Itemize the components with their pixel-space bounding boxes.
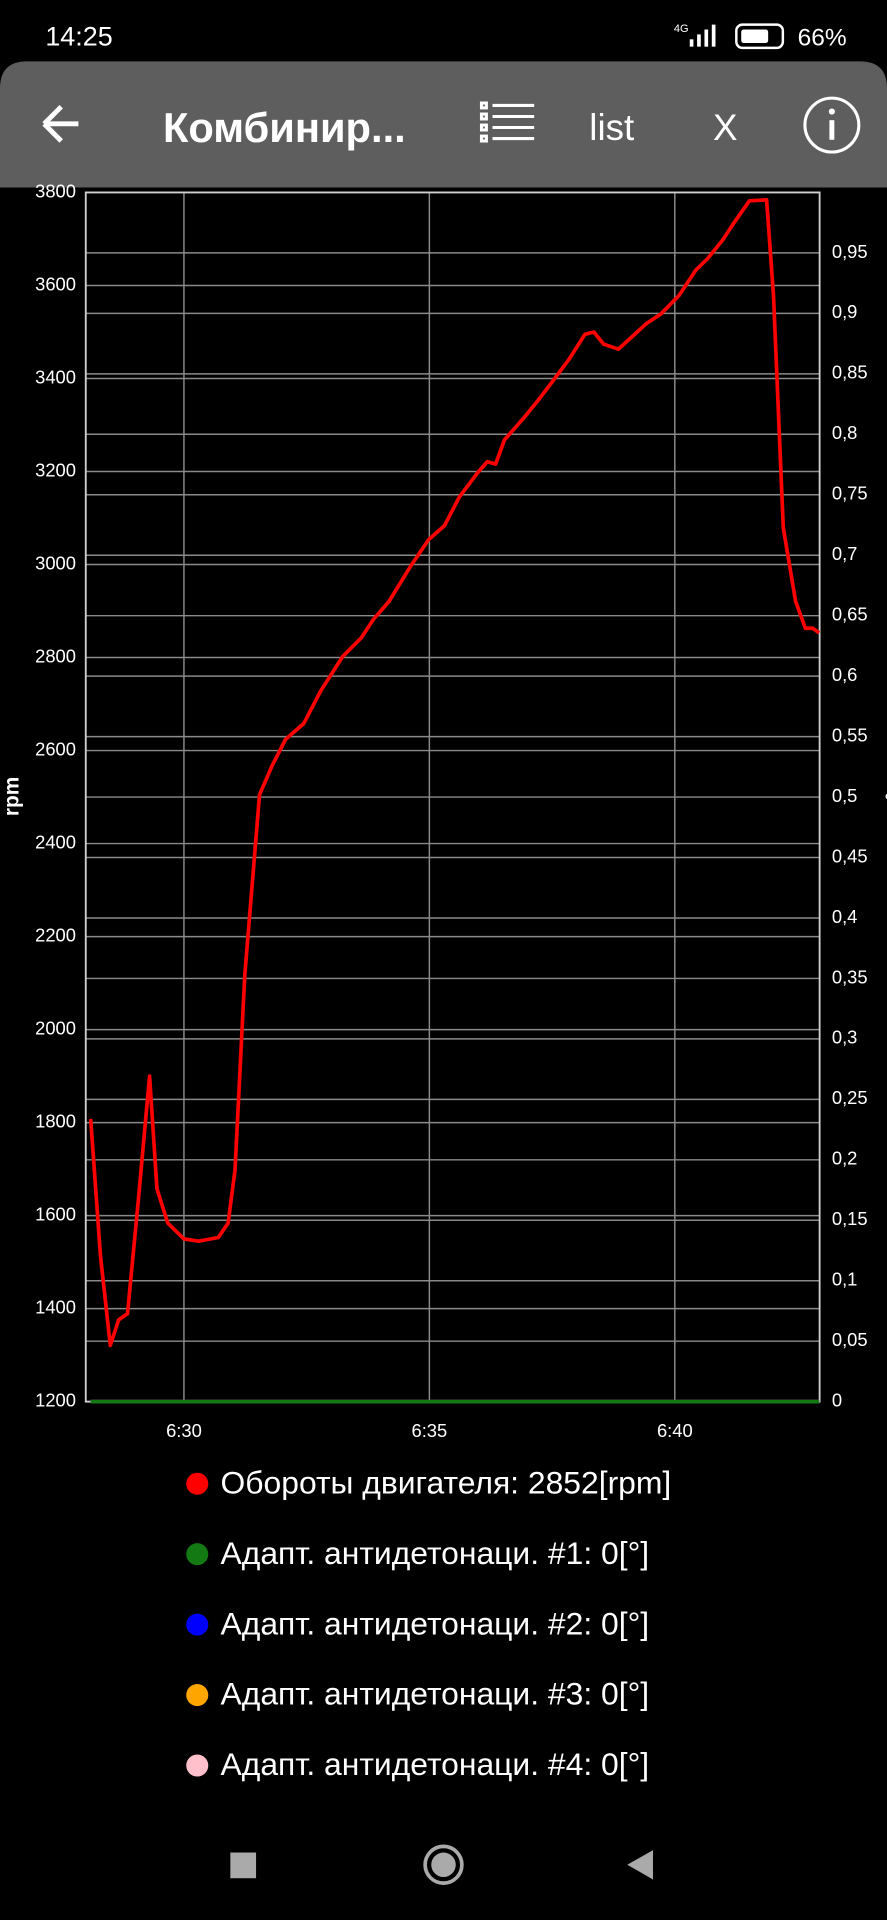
y2-tick-label: 0,3 [832,1027,858,1048]
y2-tick-label: 0,5 [832,785,858,806]
y2-tick-label: 0,25 [832,1087,868,1108]
y-tick-label: 2000 [35,1017,76,1038]
series-layer [88,198,821,1404]
legend-swatch [186,1613,209,1636]
y2-tick-label: 0,8 [832,422,858,443]
y-tick-label: 2400 [35,831,76,852]
y2-tick-label: 0,75 [832,483,868,504]
y-tick-label: 3400 [35,366,76,387]
y2-tick-label: 0,95 [832,241,868,262]
y-tick-label: 3200 [35,459,76,480]
toolbar-title: Комбинир... [163,104,406,151]
y-tick-label: 2800 [35,645,76,666]
legend-swatch [186,1543,209,1566]
y2-tick-label: 0,6 [832,664,858,685]
nav-home[interactable] [423,1844,464,1885]
legend-swatch [186,1472,209,1495]
signal-icon [689,24,716,47]
y2-tick-label: 0,1 [832,1269,858,1290]
y2-tick-label: 0 [832,1390,842,1411]
battery-level [741,29,769,43]
series-line [88,198,821,1348]
y-axis-label: rpm [0,777,23,816]
status-battery: 66% [798,24,847,51]
y-tick-label: 1200 [35,1390,76,1411]
y2-tick-label: 0,7 [832,543,858,564]
y2-tick-label: 0,15 [832,1208,868,1229]
y2-tick-label: 0,65 [832,604,868,625]
y2-tick-label: 0,45 [832,845,868,866]
y2-tick-label: 0,55 [832,724,868,745]
close-button[interactable]: X [713,107,738,148]
info-button[interactable] [803,96,861,154]
back-button[interactable] [42,104,79,143]
y2-axis-label: ° [872,792,887,800]
plot: 1200 1400 1600 1800 2000 2200 2400 2600 2800 3000… [35,180,867,1441]
list-button[interactable]: list [589,107,634,148]
x-tick-label: 6:35 [412,1420,448,1441]
y-tick-label: 1800 [35,1110,76,1131]
y-tick-label: 1600 [35,1203,76,1224]
battery-icon [735,23,785,50]
legend-label: Адапт. антидетонаци. #2: 0[°] [221,1605,650,1641]
y-tick-label: 2200 [35,924,76,945]
y-tick-label: 3800 [35,180,76,201]
nav-recents[interactable] [230,1852,257,1879]
y-tick-label: 3000 [35,552,76,573]
y2-tick-label: 0,85 [832,362,868,383]
y2-tick-label: 0,35 [832,966,868,987]
y2-tick-label: 0,9 [832,301,858,322]
y-tick-label: 3600 [35,273,76,294]
y2-tick-label: 0,05 [832,1329,868,1350]
legend-label: Адапт. антидетонаци. #4: 0[°] [221,1746,650,1782]
legend-swatch [186,1754,209,1777]
y2-tick-label: 0,2 [832,1148,858,1169]
legend-label: Обороты двигателя: 2852[rpm] [221,1464,672,1500]
legend-label: Адапт. антидетонаци. #3: 0[°] [221,1676,650,1712]
list-icon[interactable] [479,101,535,143]
x-tick-label: 6:40 [657,1420,693,1441]
y-tick-label: 2600 [35,738,76,759]
y2-tick-label: 0,4 [832,906,858,927]
status-network: 4G [674,23,689,35]
nav-back[interactable] [627,1850,653,1880]
y-tick-label: 1400 [35,1297,76,1318]
legend-label: Адапт. антидетонаци. #1: 0[°] [221,1535,650,1571]
toolbar [0,61,887,188]
x-tick-label: 6:30 [166,1420,202,1441]
status-time: 14:25 [45,21,112,51]
legend-swatch [186,1684,209,1707]
legend: Обороты двигателя: 2852[rpm] Адапт. антид… [186,1464,671,1782]
